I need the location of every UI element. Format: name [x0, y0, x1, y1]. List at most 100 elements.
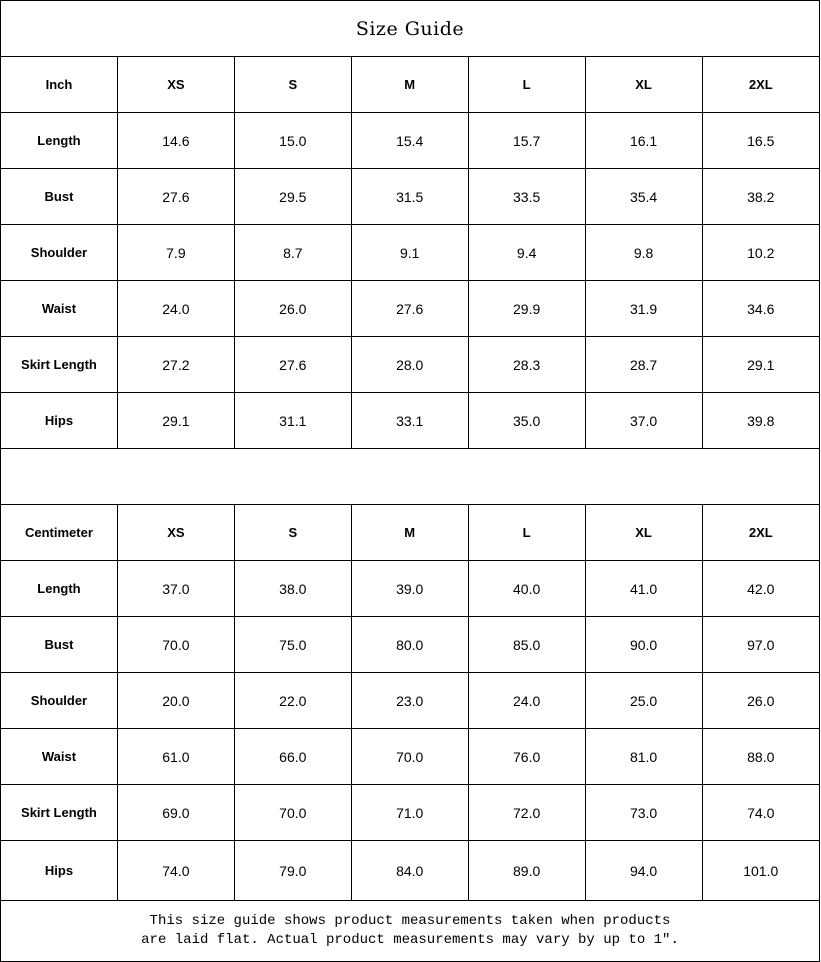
footer-note: This size guide shows product measuremen… [0, 900, 820, 962]
size-header: XL [584, 56, 703, 113]
footer-line-2: are laid flat. Actual product measuremen… [141, 932, 679, 948]
measurement-cell: 15.7 [467, 112, 586, 169]
measurement-cell: 27.6 [350, 280, 469, 337]
measurement-cell: 31.5 [350, 168, 469, 225]
size-header: S [233, 56, 352, 113]
measurement-cell: 70.0 [233, 784, 352, 841]
size-header: 2XL [701, 504, 821, 561]
table-row: Shoulder 20.0 22.0 23.0 24.0 25.0 26.0 [0, 672, 821, 729]
measurement-cell: 26.0 [701, 672, 821, 729]
measurement-cell: 20.0 [116, 672, 235, 729]
measurement-cell: 75.0 [233, 616, 352, 673]
table-row: Waist 61.0 66.0 70.0 76.0 81.0 88.0 [0, 728, 821, 785]
measurement-cell: 39.8 [701, 392, 821, 449]
measurement-cell: 22.0 [233, 672, 352, 729]
measurement-cell: 16.5 [701, 112, 821, 169]
table-row: Bust 27.6 29.5 31.5 33.5 35.4 38.2 [0, 168, 821, 225]
measurement-cell: 76.0 [467, 728, 586, 785]
measurement-cell: 90.0 [584, 616, 703, 673]
measurement-cell: 7.9 [116, 224, 235, 281]
size-header: XS [116, 504, 235, 561]
measurement-cell: 35.4 [584, 168, 703, 225]
row-label: Skirt Length [0, 336, 118, 393]
measurement-cell: 16.1 [584, 112, 703, 169]
measurement-cell: 88.0 [701, 728, 821, 785]
measurement-cell: 29.1 [116, 392, 235, 449]
measurement-cell: 61.0 [116, 728, 235, 785]
measurement-cell: 9.8 [584, 224, 703, 281]
row-label: Shoulder [0, 672, 118, 729]
table-row: Length 37.0 38.0 39.0 40.0 41.0 42.0 [0, 560, 821, 617]
row-label: Shoulder [0, 224, 118, 281]
measurement-cell: 70.0 [350, 728, 469, 785]
size-header: M [350, 504, 469, 561]
unit-label: Inch [0, 56, 118, 113]
measurement-cell: 28.7 [584, 336, 703, 393]
row-label: Skirt Length [0, 784, 118, 841]
measurement-cell: 10.2 [701, 224, 821, 281]
measurement-cell: 73.0 [584, 784, 703, 841]
size-header: L [467, 504, 586, 561]
row-label: Length [0, 560, 118, 617]
measurement-cell: 33.5 [467, 168, 586, 225]
table-row: Hips 29.1 31.1 33.1 35.0 37.0 39.8 [0, 392, 821, 449]
measurement-cell: 15.4 [350, 112, 469, 169]
table-row: Bust 70.0 75.0 80.0 85.0 90.0 97.0 [0, 616, 821, 673]
row-label: Bust [0, 168, 118, 225]
row-label: Length [0, 112, 118, 169]
measurement-cell: 35.0 [467, 392, 586, 449]
footer-row: This size guide shows product measuremen… [0, 900, 820, 962]
measurement-cell: 27.2 [116, 336, 235, 393]
measurement-cell: 79.0 [233, 840, 352, 901]
row-label: Bust [0, 616, 118, 673]
measurement-cell: 89.0 [467, 840, 586, 901]
size-header: S [233, 504, 352, 561]
measurement-cell: 29.9 [467, 280, 586, 337]
measurement-cell: 84.0 [350, 840, 469, 901]
measurement-cell: 85.0 [467, 616, 586, 673]
measurement-cell: 40.0 [467, 560, 586, 617]
size-header: XS [116, 56, 235, 113]
measurement-cell: 38.0 [233, 560, 352, 617]
footer-line-1: This size guide shows product measuremen… [149, 913, 671, 929]
measurement-cell: 97.0 [701, 616, 821, 673]
measurement-cell: 23.0 [350, 672, 469, 729]
measurement-cell: 74.0 [116, 840, 235, 901]
table-row: Shoulder 7.9 8.7 9.1 9.4 9.8 10.2 [0, 224, 821, 281]
row-label: Hips [0, 840, 118, 901]
measurement-cell: 66.0 [233, 728, 352, 785]
measurement-cell: 27.6 [116, 168, 235, 225]
measurement-cell: 25.0 [584, 672, 703, 729]
spacer-row [0, 448, 820, 505]
size-header: L [467, 56, 586, 113]
measurement-cell: 71.0 [350, 784, 469, 841]
measurement-cell: 27.6 [233, 336, 352, 393]
measurement-cell: 39.0 [350, 560, 469, 617]
measurement-cell: 74.0 [701, 784, 821, 841]
table-row: Skirt Length 27.2 27.6 28.0 28.3 28.7 29.1 [0, 336, 821, 393]
measurement-cell: 72.0 [467, 784, 586, 841]
measurement-cell: 41.0 [584, 560, 703, 617]
table-row: Waist 24.0 26.0 27.6 29.9 31.9 34.6 [0, 280, 821, 337]
table-row: Length 14.6 15.0 15.4 15.7 16.1 16.5 [0, 112, 821, 169]
table-row: Hips 74.0 79.0 84.0 89.0 94.0 101.0 [0, 840, 821, 901]
measurement-cell: 42.0 [701, 560, 821, 617]
size-header: 2XL [701, 56, 821, 113]
inch-header-row: Inch XS S M L XL 2XL [0, 56, 821, 113]
cm-header-row: Centimeter XS S M L XL 2XL [0, 504, 821, 561]
measurement-cell: 28.0 [350, 336, 469, 393]
measurement-cell: 8.7 [233, 224, 352, 281]
measurement-cell: 31.9 [584, 280, 703, 337]
measurement-cell: 81.0 [584, 728, 703, 785]
measurement-cell: 15.0 [233, 112, 352, 169]
measurement-cell: 9.1 [350, 224, 469, 281]
measurement-cell: 94.0 [584, 840, 703, 901]
measurement-cell: 29.1 [701, 336, 821, 393]
measurement-cell: 9.4 [467, 224, 586, 281]
measurement-cell: 14.6 [116, 112, 235, 169]
measurement-cell: 38.2 [701, 168, 821, 225]
measurement-cell: 24.0 [467, 672, 586, 729]
measurement-cell: 70.0 [116, 616, 235, 673]
measurement-cell: 37.0 [584, 392, 703, 449]
